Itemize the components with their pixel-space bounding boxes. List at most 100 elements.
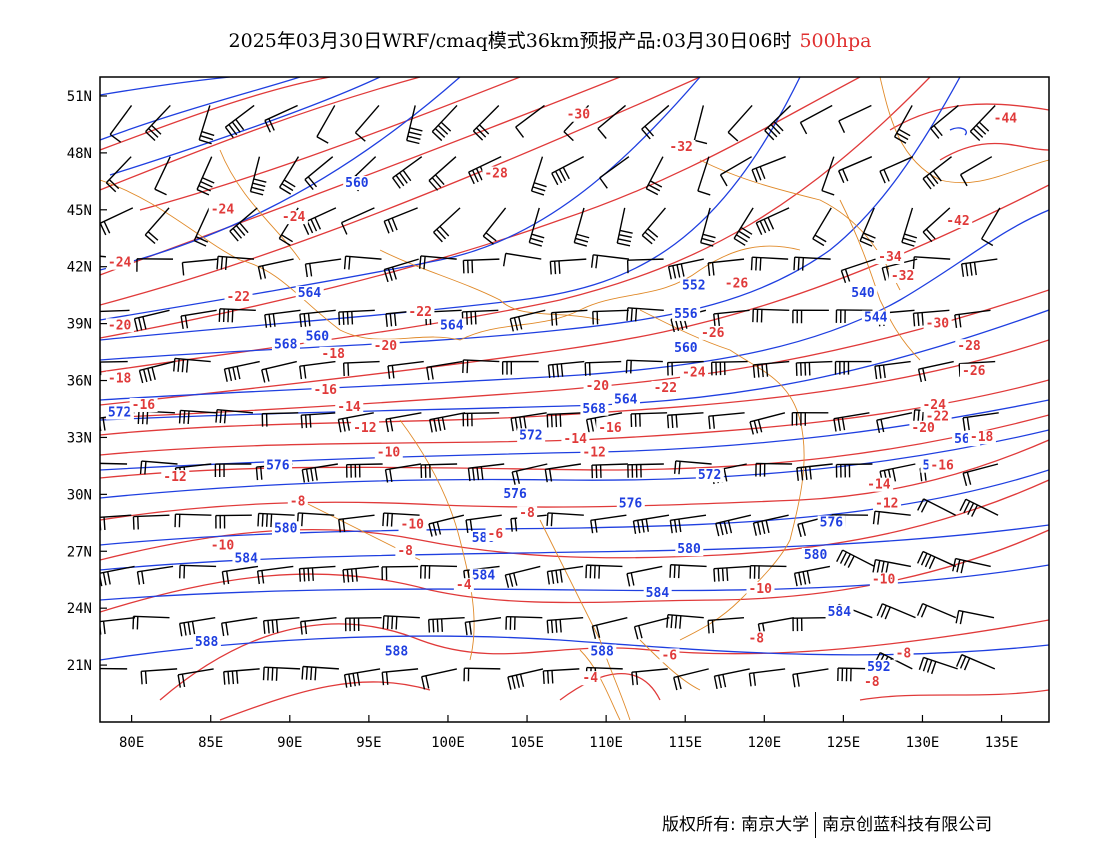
temperature-label-bg xyxy=(398,517,427,532)
wind-barb xyxy=(546,512,584,527)
wind-barb xyxy=(584,360,622,376)
height-label: 552 xyxy=(682,278,705,293)
temperature-label: -6 xyxy=(488,527,504,542)
wind-barb xyxy=(392,156,423,189)
wind-barb xyxy=(549,258,587,275)
temperature-label-bg xyxy=(279,210,308,225)
copyright-org1: 南京大学 xyxy=(741,815,810,835)
chart-title: 2025年03月30日WRF/cmaq模式36km预报产品:03月30日06时 5… xyxy=(0,26,1100,53)
wind-barb xyxy=(140,668,178,685)
wind-barb xyxy=(229,207,258,242)
temperature-label: -14 xyxy=(867,478,891,493)
temperature-label-bg xyxy=(374,445,403,460)
wind-barb xyxy=(799,104,833,135)
wind-barb xyxy=(139,460,178,475)
wind-barb xyxy=(901,207,918,247)
wind-barb xyxy=(100,207,134,236)
wind-barb xyxy=(215,408,254,424)
wind-barb xyxy=(467,463,505,482)
temperature-label: -32 xyxy=(891,269,914,284)
map-background xyxy=(100,77,1049,722)
wind-barb xyxy=(713,309,750,327)
temperature-label: -8 xyxy=(397,544,413,559)
wind-barb xyxy=(337,412,374,433)
temperature-label: -8 xyxy=(896,647,912,662)
wind-barb xyxy=(959,498,999,517)
temperature-label-bg xyxy=(561,432,590,447)
wind-barb xyxy=(482,207,507,245)
height-label: 580 xyxy=(677,542,701,557)
temperature-label: -28 xyxy=(484,167,508,182)
temperature-label-bg xyxy=(311,382,340,397)
wind-barb xyxy=(962,412,999,431)
wind-barb xyxy=(505,615,543,630)
wind-barb xyxy=(792,616,830,632)
wind-barb xyxy=(132,514,170,530)
wind-barb xyxy=(955,654,996,671)
temperature-label-bg xyxy=(485,526,506,541)
height-label: 576 xyxy=(820,516,844,531)
temperature-label: -10 xyxy=(748,582,772,597)
wind-barb xyxy=(304,156,334,191)
lon-tick-label: 85E xyxy=(198,735,223,751)
wind-barb xyxy=(345,463,383,478)
wind-barb xyxy=(573,207,590,247)
wind-barb xyxy=(428,514,465,537)
wind-barb xyxy=(547,360,585,379)
temperature-label-bg xyxy=(659,648,680,663)
temperature-label: -4 xyxy=(456,578,472,593)
wind-barb xyxy=(591,616,628,639)
wind-barb xyxy=(501,360,539,375)
temperature-label-bg xyxy=(335,399,364,414)
wind-barb xyxy=(338,514,375,533)
wind-barb xyxy=(132,615,170,630)
wind-barb xyxy=(835,463,873,478)
wind-barb xyxy=(752,360,790,378)
wind-barb xyxy=(465,514,502,533)
temperature-label-bg xyxy=(920,397,949,412)
lat-tick-label: 36N xyxy=(67,374,92,390)
wind-barb xyxy=(591,463,628,479)
wind-barb xyxy=(419,564,458,579)
temperature-label-bg xyxy=(105,255,134,270)
temperature-label: -8 xyxy=(519,506,535,521)
temperature-label: -26 xyxy=(701,326,725,341)
wind-barb xyxy=(546,412,584,428)
temperature-label: -14 xyxy=(337,400,361,415)
wind-barb xyxy=(406,105,423,145)
latitude-axis: 21N 24N 27N 30N 33N 36N 39N 42N 45N 48N 51N xyxy=(67,89,107,674)
height-label-bg xyxy=(295,286,324,301)
wind-barb xyxy=(673,460,712,475)
temperature-label-bg xyxy=(406,305,435,320)
wind-barb xyxy=(922,156,952,190)
temperature-label: -12 xyxy=(875,497,898,512)
height-label: 544 xyxy=(864,311,888,326)
lon-tick-label: 90E xyxy=(277,735,302,751)
wind-barb xyxy=(429,412,466,433)
wind-barb xyxy=(597,104,627,139)
temperature-label-bg xyxy=(909,420,938,435)
temperature-label-bg xyxy=(861,674,882,689)
wind-barb xyxy=(693,105,708,145)
wind-barb xyxy=(220,616,258,637)
wind-barb xyxy=(641,104,670,140)
temperature-label: -26 xyxy=(962,364,986,379)
wind-barb xyxy=(626,258,664,274)
wind-barb xyxy=(344,616,382,632)
height-label-bg xyxy=(861,310,890,325)
height-label-bg xyxy=(303,329,332,344)
wind-barb xyxy=(426,360,463,381)
wind-barb xyxy=(836,549,875,568)
temperature-label-bg xyxy=(105,318,134,333)
wind-barb xyxy=(625,359,663,374)
wind-barb xyxy=(707,258,745,276)
height-label-bg xyxy=(580,401,609,416)
wind-barb xyxy=(592,309,629,325)
wind-barb xyxy=(381,565,419,580)
wind-barb xyxy=(463,667,501,682)
temperature-label-bg xyxy=(955,339,984,354)
temperature-label: -10 xyxy=(211,538,235,553)
temperature-label-bg xyxy=(208,202,237,217)
lon-tick-label: 80E xyxy=(119,735,144,751)
wind-barb xyxy=(249,156,267,196)
